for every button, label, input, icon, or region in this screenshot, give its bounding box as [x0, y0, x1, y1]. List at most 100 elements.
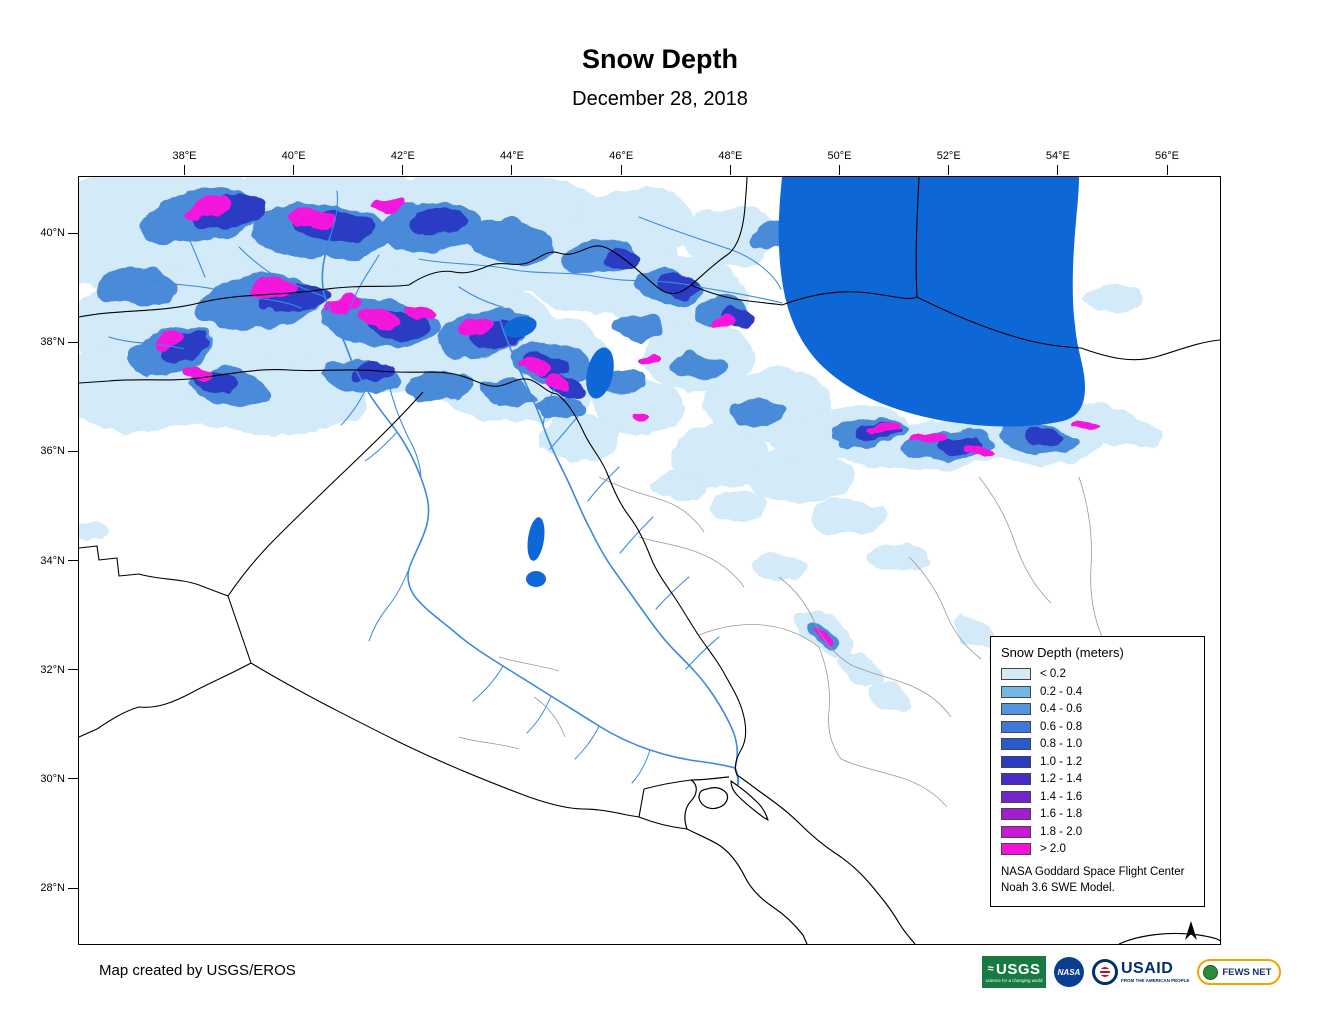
- legend-entry-label: 1.2 - 1.4: [1040, 773, 1083, 785]
- latitude-label: 38°N: [40, 336, 78, 348]
- usgs-logo: ≈ USGS science for a changing world: [982, 956, 1046, 988]
- longitude-label: 56°E: [1155, 150, 1179, 175]
- euphrates-river: [321, 236, 736, 769]
- legend-entry-label: 0.4 - 0.6: [1040, 703, 1083, 715]
- longitude-label-text: 52°E: [936, 150, 961, 162]
- legend-color-swatch: [1001, 720, 1031, 733]
- lake-tharthar: [527, 517, 545, 561]
- legend-entries: < 0.2 0.2 - 0.4 0.4 - 0.6 0.6 - 0.8 0.8 …: [1001, 668, 1194, 855]
- legend-entry: 1.4 - 1.6: [1001, 790, 1194, 803]
- longitude-label: 46°E: [609, 150, 633, 175]
- lake-van: [503, 316, 537, 338]
- axis-tick: [68, 232, 78, 234]
- legend-entry-label: 0.8 - 1.0: [1040, 738, 1083, 750]
- snow-cover-extreme: [153, 196, 1096, 641]
- latitude-label-text: 28°N: [40, 882, 65, 895]
- lake-urmia: [586, 347, 614, 399]
- legend-entry: > 2.0: [1001, 843, 1194, 855]
- nasa-logo-text: NASA: [1057, 967, 1081, 977]
- latitude-label: 28°N: [40, 882, 78, 894]
- map-frame: Snow Depth (meters) < 0.2 0.2 - 0.4 0.4 …: [78, 176, 1221, 945]
- legend-entry: 0.2 - 0.4: [1001, 685, 1194, 698]
- latitude-label-text: 32°N: [40, 663, 65, 676]
- bubiyan-island: [698, 787, 729, 810]
- latitude-label: 34°N: [40, 555, 78, 567]
- longitude-label-text: 56°E: [1155, 150, 1180, 162]
- legend-color-swatch: [1001, 808, 1031, 820]
- legend-entry: 1.0 - 1.2: [1001, 755, 1194, 768]
- fewsnet-logo-text: FEWS NET: [1222, 966, 1272, 978]
- lake-razzaza: [526, 571, 546, 587]
- longitude-label-text: 38°E: [172, 150, 197, 162]
- legend-entry-label: 0.2 - 0.4: [1040, 685, 1083, 698]
- globe-icon: [1203, 964, 1219, 980]
- usaid-tagline: FROM THE AMERICAN PEOPLE: [1121, 978, 1190, 983]
- legend-color-swatch: [1001, 790, 1031, 803]
- longitude-label: 50°E: [828, 150, 852, 175]
- longitude-label: 52°E: [937, 150, 961, 175]
- page-title: Snow Depth: [582, 44, 738, 74]
- latitude-label-text: 34°N: [40, 554, 65, 567]
- legend-note-line1: NASA Goddard Space Flight Center: [1001, 866, 1185, 878]
- axis-tick: [68, 341, 78, 343]
- longitude-label-text: 42°E: [390, 150, 415, 162]
- axis-tick: [729, 165, 731, 175]
- khabur-river: [388, 384, 422, 478]
- legend-entry: 0.4 - 0.6: [1001, 703, 1194, 715]
- legend-color-swatch: [1001, 738, 1031, 750]
- legend-title: Snow Depth (meters): [1001, 645, 1124, 660]
- latitude-label: 40°N: [40, 227, 78, 239]
- legend-color-swatch: [1001, 755, 1031, 768]
- axis-tick: [68, 560, 78, 561]
- legend-color-swatch: [1001, 668, 1031, 680]
- axis-tick: [620, 165, 622, 175]
- usaid-seal-icon: [1092, 959, 1118, 985]
- usaid-logo: USAID FROM THE AMERICAN PEOPLE: [1092, 959, 1189, 985]
- legend-entry: 1.2 - 1.4: [1001, 773, 1194, 785]
- legend-entry: < 0.2: [1001, 668, 1194, 680]
- longitude-label: 54°E: [1046, 150, 1070, 175]
- caspian-sea: [778, 177, 1085, 427]
- lakes: [503, 316, 614, 587]
- longitude-label: 40°E: [282, 150, 306, 175]
- latitude-label: 30°N: [40, 773, 78, 785]
- north-arrow: [1185, 921, 1197, 940]
- longitude-label-text: 44°E: [500, 150, 524, 162]
- legend: Snow Depth (meters) < 0.2 0.2 - 0.4 0.4 …: [990, 636, 1205, 908]
- usgs-wave-icon: ≈: [987, 962, 995, 975]
- axis-tick: [839, 165, 841, 175]
- legend-color-swatch: [1001, 773, 1031, 785]
- axis-tick: [1166, 165, 1168, 175]
- tigris-river: [498, 316, 738, 769]
- axis-tick: [293, 165, 295, 175]
- country-borders: [79, 177, 1220, 830]
- map-credit: Map created by USGS/EROS: [99, 962, 296, 979]
- axis-tick: [68, 450, 78, 452]
- axis-tick: [402, 165, 404, 175]
- iraq-saudi-border: [250, 662, 640, 818]
- latitude-label-text: 36°N: [40, 445, 65, 458]
- legend-entry-label: 1.4 - 1.6: [1040, 790, 1083, 803]
- usgs-tagline: science for a changing world: [985, 977, 1043, 983]
- axis-tick: [948, 165, 950, 175]
- legend-entry: 1.6 - 1.8: [1001, 808, 1194, 820]
- latitude-label-text: 30°N: [40, 772, 65, 785]
- latitude-label: 32°N: [40, 664, 78, 676]
- legend-color-swatch: [1001, 843, 1031, 855]
- axis-tick: [183, 165, 185, 175]
- legend-color-swatch: [1001, 703, 1031, 715]
- rivers: [108, 190, 783, 785]
- longitude-label-text: 54°E: [1045, 150, 1070, 162]
- usaid-logo-text: USAID: [1121, 960, 1174, 977]
- latitude-label-text: 40°N: [40, 227, 65, 239]
- legend-entry: 0.8 - 1.0: [1001, 738, 1194, 750]
- axis-tick: [1057, 165, 1059, 175]
- longitude-label-text: 48°E: [718, 150, 743, 162]
- legend-entry: 1.8 - 2.0: [1001, 825, 1194, 838]
- axis-tick: [68, 778, 78, 780]
- legend-color-swatch: [1001, 825, 1031, 838]
- longitude-label: 38°E: [172, 150, 197, 175]
- longitude-label: 42°E: [391, 150, 415, 175]
- legend-entry: 0.6 - 0.8: [1001, 720, 1194, 733]
